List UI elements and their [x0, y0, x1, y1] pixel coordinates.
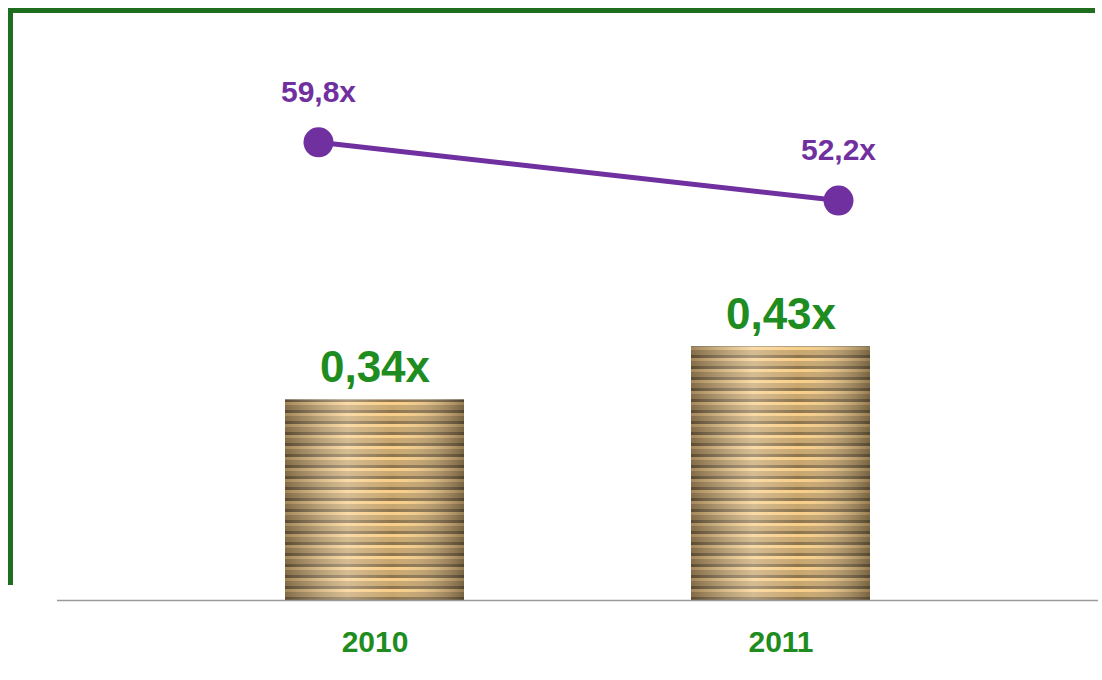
svg-text:0,34x: 0,34x — [320, 342, 431, 391]
svg-text:2010: 2010 — [342, 625, 409, 658]
svg-text:59,8x: 59,8x — [281, 75, 356, 108]
svg-text:52,2x: 52,2x — [801, 133, 876, 166]
svg-text:2011: 2011 — [748, 625, 813, 658]
svg-text:0,43x: 0,43x — [726, 289, 837, 338]
